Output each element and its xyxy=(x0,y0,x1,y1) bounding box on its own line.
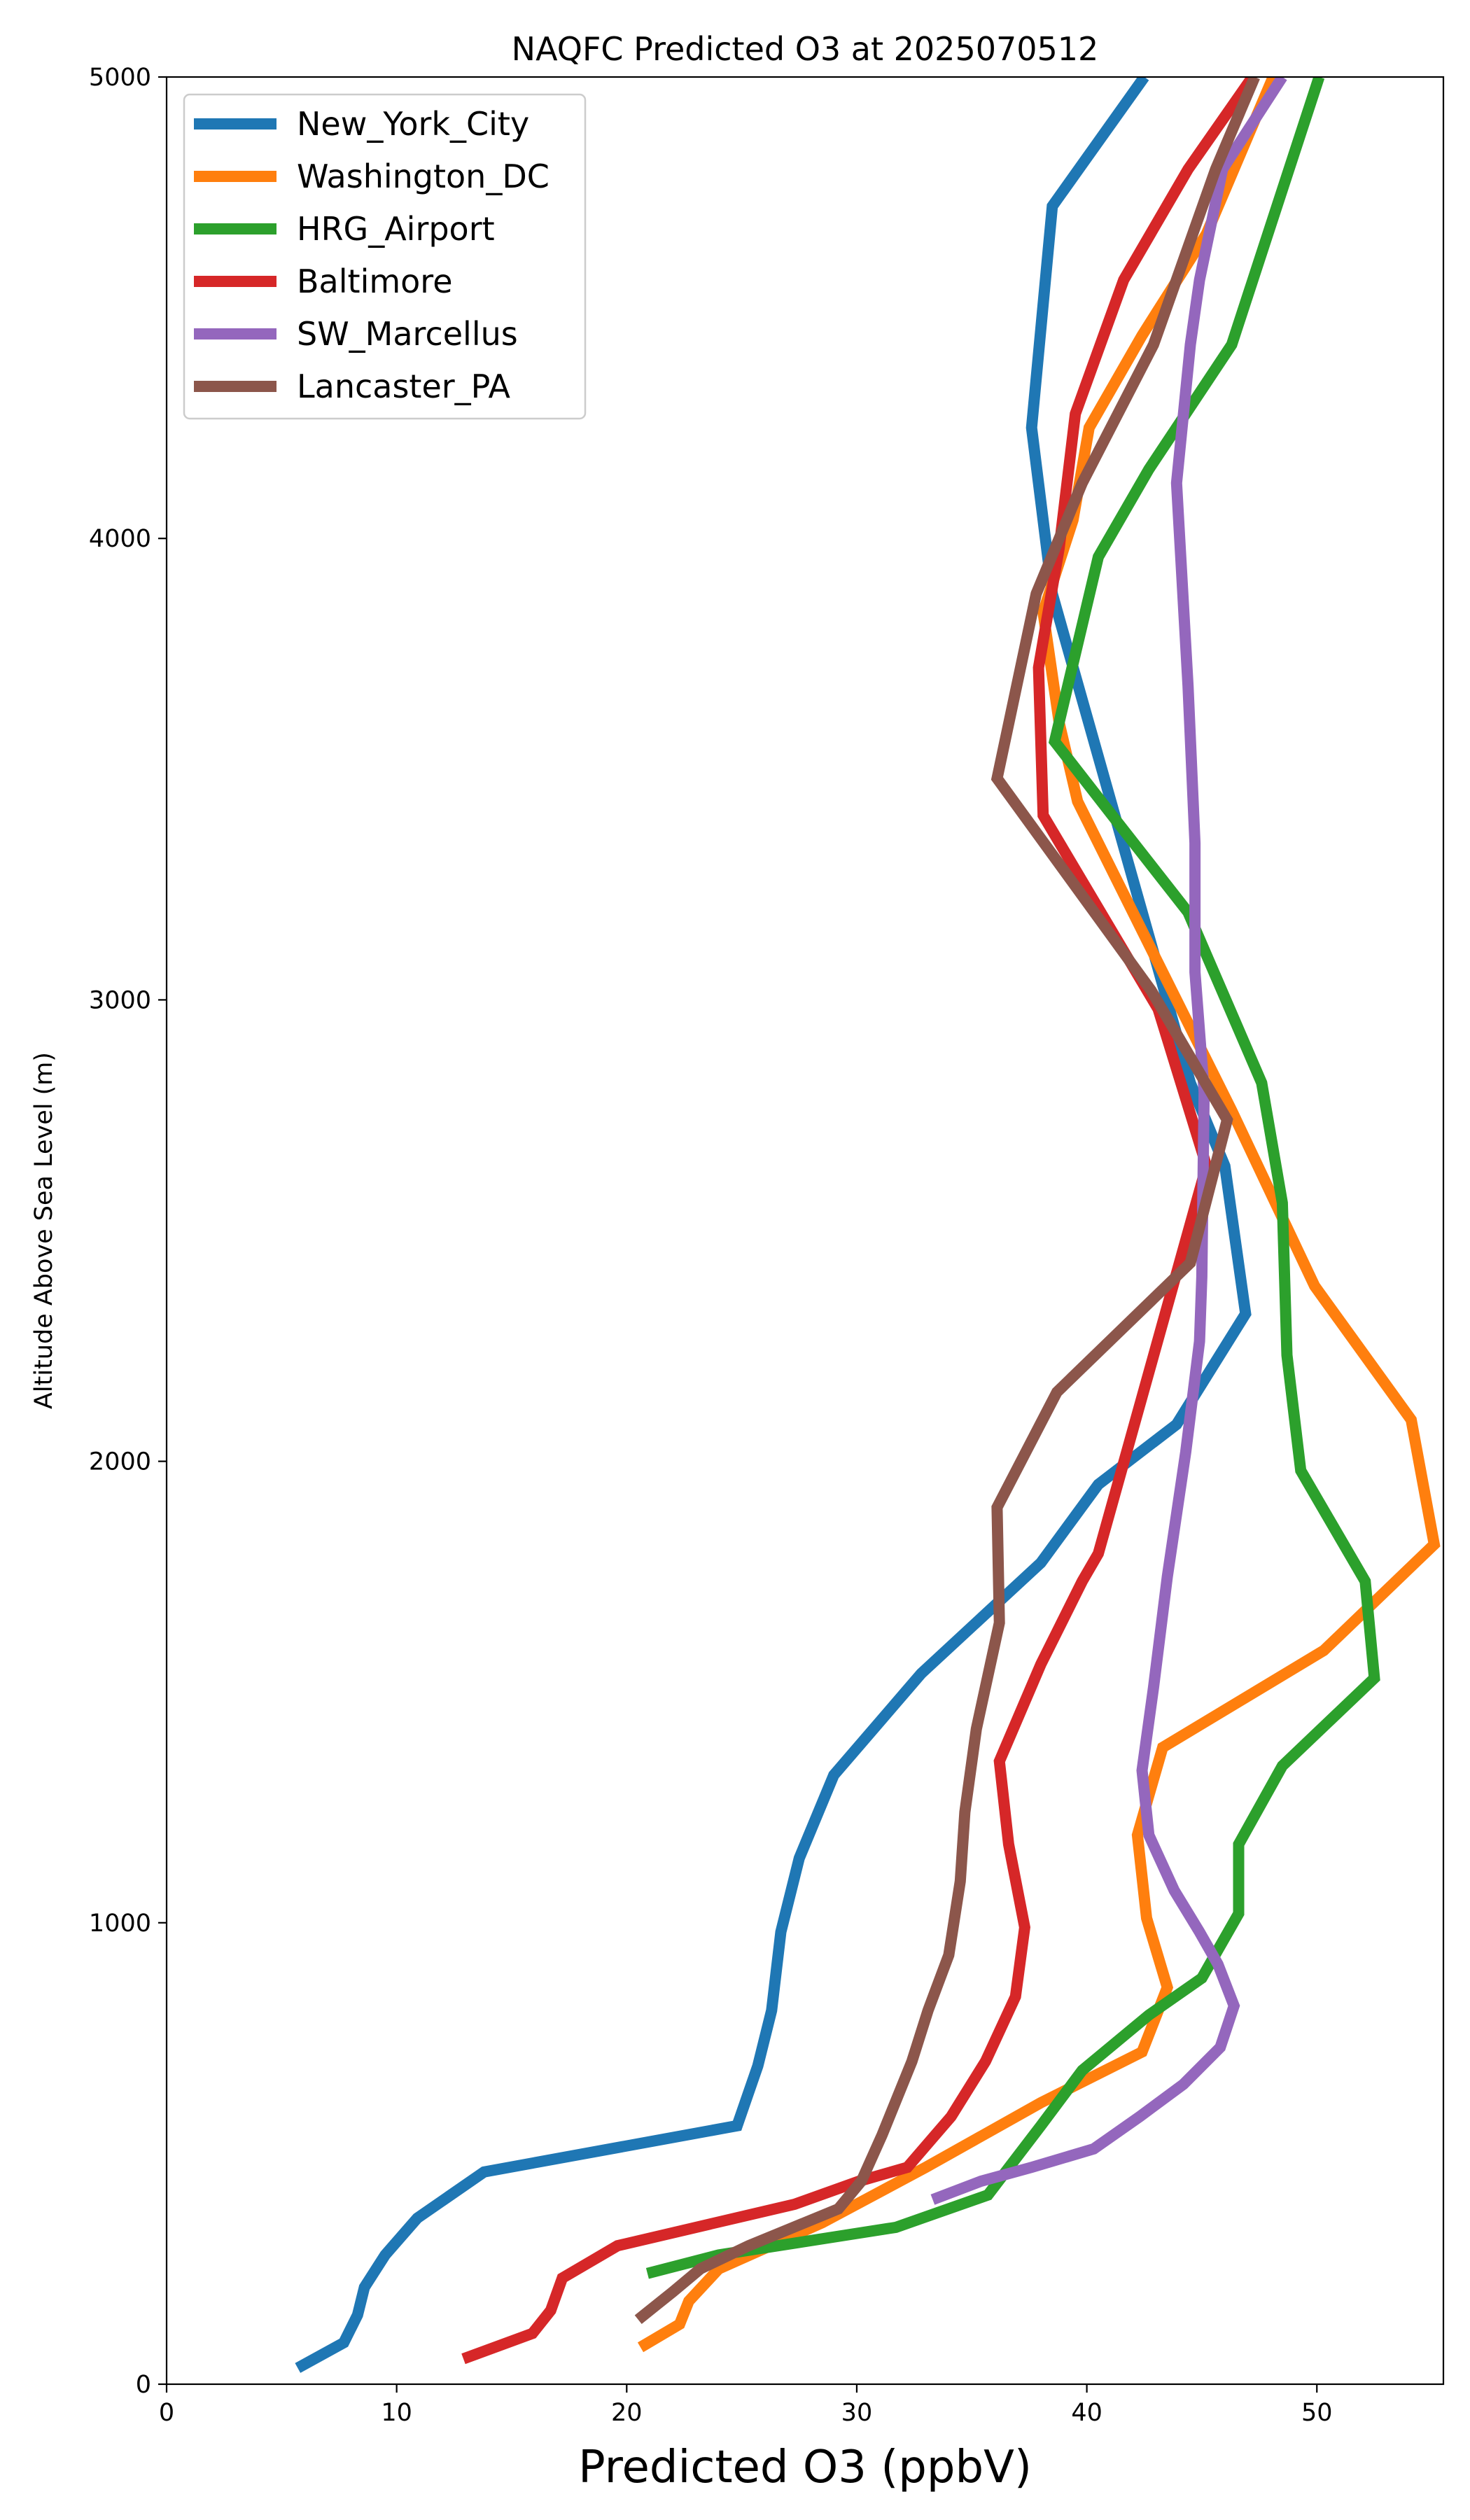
legend-label: New_York_City xyxy=(297,105,529,143)
legend: New_York_City Washington_DC HRG_Airport Bal… xyxy=(183,93,587,420)
x-tick-label: 40 xyxy=(1071,2399,1102,2427)
legend-label: Washington_DC xyxy=(297,158,550,195)
y-axis-label: Altitude Above Sea Level (m) xyxy=(30,1052,58,1409)
series-layer xyxy=(295,77,1441,2373)
legend-label: SW_Marcellus xyxy=(297,315,518,353)
x-tick-label: 30 xyxy=(841,2399,873,2427)
y-tick-label: 1000 xyxy=(89,1910,151,1938)
y-tick-label: 4000 xyxy=(89,525,151,553)
y-tick-label: 2000 xyxy=(89,1448,151,1476)
series-line-hrg-airport xyxy=(645,77,1380,2279)
x-tick-label: 50 xyxy=(1301,2399,1333,2427)
chart-title: NAQFC Predicted O3 at 2025070512 xyxy=(512,30,1099,68)
x-tick-label: 10 xyxy=(381,2399,412,2427)
plot-area xyxy=(165,76,1445,2386)
legend-label: Lancaster_PA xyxy=(297,368,510,405)
legend-label: HRG_Airport xyxy=(297,210,495,248)
series-line-lancaster-pa xyxy=(634,77,1260,2324)
x-axis-label: Predicted O3 (ppbV) xyxy=(578,2442,1032,2493)
x-axis-ticks: 0 10 20 30 40 50 xyxy=(159,2384,1333,2427)
legend-box xyxy=(183,93,587,420)
plot-frame xyxy=(165,76,1445,2386)
y-axis-ticks: 0 1000 2000 3000 4000 5000 xyxy=(89,64,167,2399)
y-tick-label: 0 xyxy=(136,2371,151,2399)
series-line-washington-dc xyxy=(637,77,1441,2353)
series-line-baltimore xyxy=(461,77,1257,2365)
series-line-sw-marcellus xyxy=(930,77,1287,2205)
y-tick-label: 3000 xyxy=(89,986,151,1014)
x-tick-label: 0 xyxy=(159,2399,174,2427)
legend-label: Baltimore xyxy=(297,262,453,300)
x-tick-label: 20 xyxy=(611,2399,643,2427)
y-tick-label: 5000 xyxy=(89,64,151,92)
series-line-new-york-city xyxy=(295,77,1252,2373)
